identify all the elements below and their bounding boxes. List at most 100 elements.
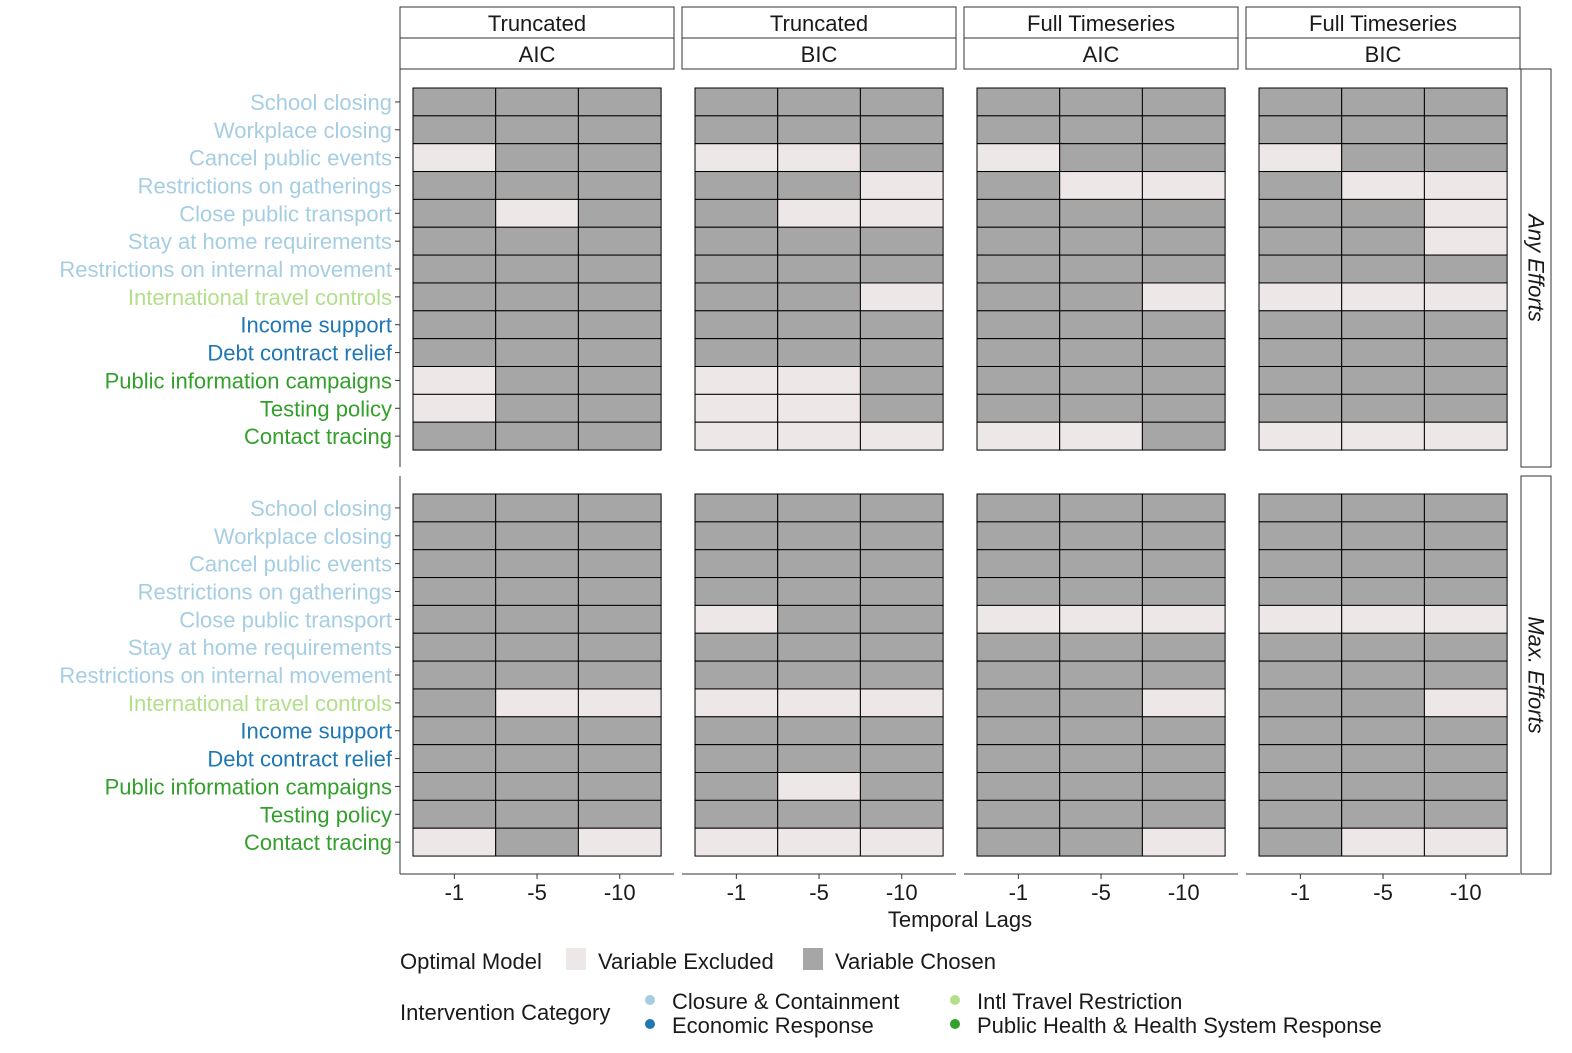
- heatmap-tile: [495, 577, 579, 606]
- heatmap-tile: [1341, 421, 1425, 451]
- heatmap-tile: [1141, 171, 1226, 200]
- heatmap-tile: [577, 226, 662, 256]
- heatmap-tile: [1341, 87, 1425, 117]
- heatmap-tile: [577, 604, 662, 634]
- facet-criterion-label: BIC: [801, 42, 838, 67]
- x-tick-label: -1: [445, 880, 465, 905]
- heatmap-tile: [859, 143, 944, 173]
- heatmap-tile: [976, 338, 1061, 367]
- heatmap-tile: [495, 87, 579, 117]
- heatmap-tile: [1341, 827, 1425, 857]
- heatmap-tile: [1341, 688, 1425, 718]
- legend-dot: [645, 995, 655, 1005]
- heatmap-tile: [577, 799, 662, 829]
- legend-dot: [950, 995, 960, 1005]
- heatmap-tile: [1059, 310, 1143, 340]
- heatmap-tile: [1341, 521, 1425, 551]
- heatmap-tile: [694, 688, 779, 718]
- heatmap-tile: [694, 171, 779, 200]
- heatmap-tile: [694, 198, 779, 228]
- heatmap-tile: [577, 827, 662, 857]
- heatmap-tile: [976, 827, 1061, 857]
- heatmap-tile: [1141, 744, 1226, 774]
- heatmap-tile: [1141, 226, 1226, 256]
- heatmap-tile: [859, 226, 944, 256]
- heatmap-tile: [495, 115, 579, 145]
- heatmap-tile: [1423, 310, 1508, 340]
- heatmap-tile: [1258, 827, 1343, 857]
- heatmap-tile: [1141, 254, 1226, 284]
- x-tick-label: -10: [1450, 880, 1482, 905]
- heatmap-tile: [577, 632, 662, 662]
- x-tick-label: -5: [1373, 880, 1393, 905]
- heatmap-tile: [412, 688, 497, 718]
- heatmap-tile: [1059, 799, 1143, 829]
- heatmap-tile: [577, 521, 662, 551]
- heatmap-tile: [577, 493, 662, 523]
- heatmap-tile: [412, 604, 497, 634]
- heatmap-tile: [495, 338, 579, 367]
- heatmap-tile: [495, 171, 579, 200]
- heatmap-tile: [1258, 143, 1343, 173]
- heatmap-tile: [1341, 143, 1425, 173]
- heatmap-tile: [1423, 143, 1508, 173]
- heatmap-tile: [1423, 521, 1508, 551]
- heatmap-tile: [694, 115, 779, 145]
- heatmap-tile: [777, 393, 861, 423]
- x-tick-label: -1: [727, 880, 747, 905]
- heatmap-tile: [1423, 282, 1508, 312]
- heatmap-tile: [1141, 393, 1226, 423]
- heatmap-tile: [412, 493, 497, 523]
- heatmap-tile: [1341, 716, 1425, 746]
- heatmap-tile: [1059, 521, 1143, 551]
- heatmap-tile: [859, 366, 944, 395]
- heatmap-tile: [1258, 493, 1343, 523]
- heatmap-tile: [412, 171, 497, 200]
- heatmap-tile: [777, 338, 861, 367]
- heatmap-tile: [859, 87, 944, 117]
- heatmap-tile: [1059, 282, 1143, 312]
- x-tick-label: -5: [527, 880, 547, 905]
- heatmap-tile: [495, 744, 579, 774]
- heatmap-tile: [1423, 493, 1508, 523]
- heatmap-tile: [859, 393, 944, 423]
- heatmap-tile: [412, 226, 497, 256]
- heatmap-tile: [1423, 198, 1508, 228]
- heatmap-tile: [777, 198, 861, 228]
- heatmap-tile: [412, 521, 497, 551]
- heatmap-tile: [412, 282, 497, 312]
- heatmap-tile: [859, 198, 944, 228]
- heatmap-tile: [1258, 282, 1343, 312]
- heatmap-tile: [1423, 549, 1508, 579]
- heatmap-tile: [495, 799, 579, 829]
- row-facet-label: Any Efforts: [1524, 212, 1549, 322]
- heatmap-tile: [577, 421, 662, 451]
- heatmap-tile: [1341, 254, 1425, 284]
- legend-label: Economic Response: [672, 1013, 874, 1038]
- heatmap-tile: [577, 688, 662, 718]
- heatmap-tile: [859, 338, 944, 367]
- heatmap-tile: [412, 338, 497, 367]
- heatmap-tile: [694, 632, 779, 662]
- heatmap-tile: [495, 549, 579, 579]
- heatmap-tile: [694, 226, 779, 256]
- heatmap-tile: [976, 660, 1061, 690]
- heatmap-tile: [1059, 744, 1143, 774]
- heatmap-tile: [694, 744, 779, 774]
- heatmap-tile: [577, 660, 662, 690]
- facet-method-label: Full Timeseries: [1027, 11, 1175, 36]
- heatmap-tile: [859, 716, 944, 746]
- y-tick-label: Income support: [240, 719, 392, 744]
- heatmap-tile: [495, 366, 579, 395]
- y-tick-label: Contact tracing: [244, 424, 392, 449]
- row-facet-strip: [1520, 68, 1552, 468]
- heatmap-tile: [777, 421, 861, 451]
- heatmap-tile: [1341, 115, 1425, 145]
- heatmap-tile: [412, 254, 497, 284]
- heatmap-tile: [1423, 744, 1508, 774]
- heatmap-tile: [859, 521, 944, 551]
- x-tick-label: -10: [604, 880, 636, 905]
- heatmap-tile: [859, 744, 944, 774]
- heatmap-tile: [1258, 744, 1343, 774]
- heatmap-tile: [859, 660, 944, 690]
